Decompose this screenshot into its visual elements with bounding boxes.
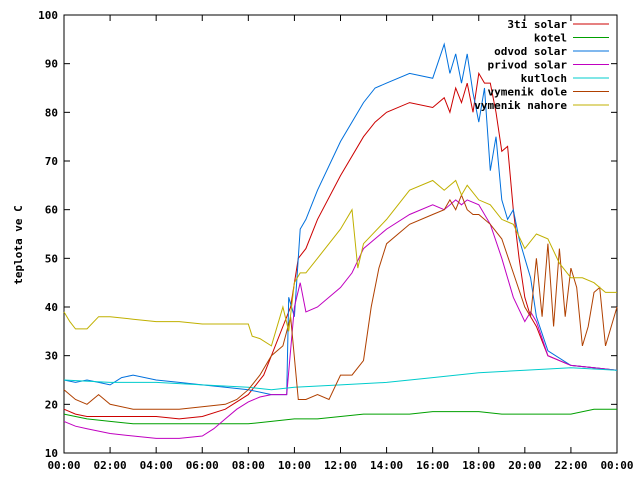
series-line-1	[63, 408, 617, 425]
series-line-3	[63, 199, 618, 439]
series-line-4	[63, 367, 618, 391]
y-tick-label: 80	[45, 106, 58, 119]
axes: 10 20 30 40 50 60 70 80 90 100 00:00 02:00 04:00 06:0…	[38, 9, 633, 472]
legend-label: privod solar	[488, 59, 568, 72]
y-tick-label: 60	[45, 204, 58, 217]
x-tick-label: 02:00	[94, 459, 127, 472]
x-tick-label: 20:00	[508, 459, 541, 472]
series-line-5	[63, 193, 618, 410]
x-tick-label: 08:00	[232, 459, 265, 472]
legend-label: vymenik nahore	[474, 99, 567, 112]
y-tick-label: 70	[45, 155, 58, 168]
legend-label: odvod solar	[494, 45, 567, 58]
y-tick-label: 40	[45, 301, 58, 314]
x-tick-label: 00:00	[47, 459, 80, 472]
y-tick-label: 90	[45, 58, 58, 71]
y-tick-label: 50	[45, 252, 58, 265]
x-tick-label: 22:00	[554, 459, 587, 472]
x-tick-label: 10:00	[278, 459, 311, 472]
legend-label: vymenik dole	[488, 86, 568, 99]
series-line-0	[63, 71, 618, 420]
x-tick-label: 00:00	[600, 459, 633, 472]
y-axis-label: teplota ve C	[12, 205, 25, 284]
y-tick-label: 10	[45, 447, 58, 460]
legend-label: 3ti solar	[507, 18, 567, 31]
y-tick-label: 20	[45, 398, 58, 411]
series-lines	[63, 42, 618, 439]
x-tick-label: 12:00	[324, 459, 357, 472]
x-tick-label: 06:00	[186, 459, 219, 472]
y-tick-label: 100	[38, 9, 58, 22]
x-tick-label: 16:00	[416, 459, 449, 472]
y-tick-label: 30	[45, 350, 58, 363]
x-tick-label: 14:00	[370, 459, 403, 472]
series-line-2	[63, 42, 618, 396]
legend-label: kotel	[534, 32, 567, 45]
series-line-6	[63, 179, 617, 347]
x-tick-label: 04:00	[140, 459, 173, 472]
x-tick-label: 18:00	[462, 459, 495, 472]
legend-label: kutloch	[521, 72, 567, 85]
